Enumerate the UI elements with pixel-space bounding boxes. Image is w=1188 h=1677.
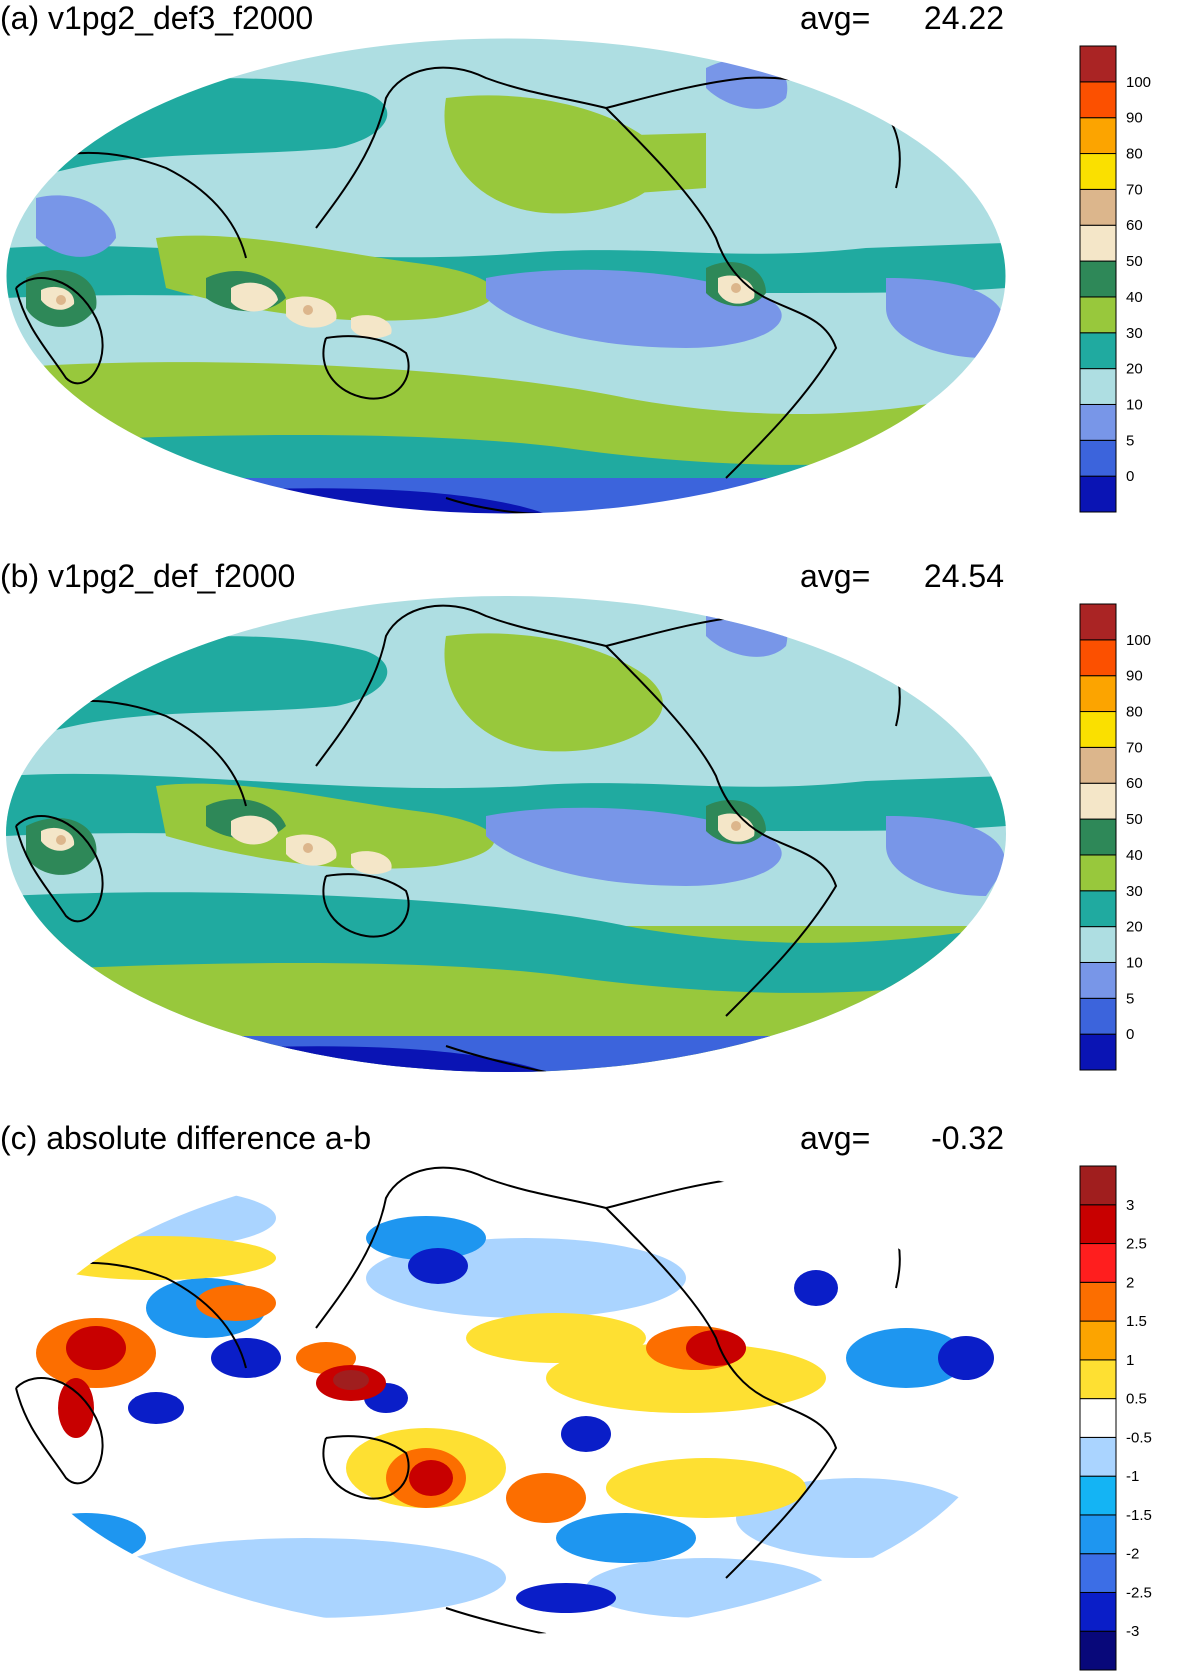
colorbar-label: 80 <box>1126 704 1143 721</box>
colorbar: 0 5 10 20 30 40 50 60 70 80 90 100 <box>1079 603 1180 1075</box>
colorbar-label: 2 <box>1126 1274 1134 1291</box>
colorbar-label: 50 <box>1126 253 1143 270</box>
colorbar-label: 5 <box>1126 432 1134 449</box>
colorbar-swatch <box>1079 1398 1117 1438</box>
colorbar-swatch <box>1079 188 1117 226</box>
colorbar-swatch <box>1079 926 1117 963</box>
avg-value: 24.54 <box>923 558 1004 594</box>
colorbar-label: 90 <box>1126 110 1143 127</box>
colorbar-label: -1 <box>1126 1468 1139 1485</box>
colorbar-swatch <box>1079 1165 1117 1206</box>
colorbar-swatch <box>1079 1475 1117 1516</box>
colorbar-label: 3 <box>1126 1197 1134 1214</box>
colorbar-label: 100 <box>1126 74 1151 91</box>
colorbar-label: -3 <box>1126 1623 1139 1640</box>
colorbar-swatch <box>1079 639 1117 677</box>
colorbar-swatch <box>1079 1243 1117 1283</box>
colorbar-label: 1 <box>1126 1352 1134 1369</box>
colorbar-swatch <box>1079 260 1117 298</box>
panel-b: (b) v1pg2_def_f2000 avg= 24.54 <box>0 558 1188 1078</box>
colorbar-label: 30 <box>1126 883 1143 900</box>
colorbar-label: 0.5 <box>1126 1391 1147 1408</box>
colorbar-swatch <box>1079 296 1117 334</box>
colorbar-svg: -3 -2.5 -2 -1.5 -1 -0.5 0.5 1 1.5 2 2.5 3 <box>1079 1165 1152 1671</box>
colorbar-svg: 0 5 10 20 30 40 50 60 70 80 90 100 <box>1079 45 1151 513</box>
colorbar-label: 1.5 <box>1126 1313 1147 1330</box>
colorbar-label: 40 <box>1126 847 1143 864</box>
colorbar-label: 70 <box>1126 181 1143 198</box>
colorbar-label: 0 <box>1126 1026 1134 1043</box>
colorbar-label: 80 <box>1126 146 1143 163</box>
panel-title: (b) v1pg2_def_f2000 <box>0 558 296 594</box>
colorbar-swatch <box>1079 45 1117 83</box>
colorbar-svg: 0 5 10 20 30 40 50 60 70 80 90 100 <box>1079 603 1151 1071</box>
colorbar-label: 100 <box>1126 632 1151 649</box>
colorbar-label: 30 <box>1126 325 1143 342</box>
colorbar-swatch <box>1079 224 1117 262</box>
avg-value: -0.32 <box>931 1120 1004 1156</box>
colorbar-label: -2 <box>1126 1546 1139 1563</box>
colorbar-swatch <box>1079 1320 1117 1361</box>
colorbar-label: -0.5 <box>1126 1429 1152 1446</box>
colorbar-swatch <box>1079 117 1117 155</box>
colorbar-swatch <box>1079 1359 1117 1400</box>
colorbar-label: 50 <box>1126 811 1143 828</box>
colorbar-label: 90 <box>1126 668 1143 685</box>
colorbar-swatch <box>1079 890 1117 928</box>
colorbar-label: 10 <box>1126 396 1143 413</box>
panel-a: (a) v1pg2_def3_f2000 avg= 24.22 <box>0 0 1188 520</box>
global-map <box>6 1158 1006 1634</box>
panel-c: (c) absolute difference a-b avg= -0.32 <box>0 1120 1188 1677</box>
colorbar-swatch <box>1079 1033 1117 1071</box>
avg-value: 24.22 <box>923 0 1004 36</box>
colorbar-swatch <box>1079 1514 1117 1555</box>
colorbar-swatch <box>1079 854 1117 892</box>
colorbar-swatch <box>1079 403 1117 441</box>
colorbar-swatch <box>1079 782 1117 820</box>
colorbar-swatch <box>1079 439 1117 477</box>
colorbar-swatch <box>1079 153 1117 190</box>
colorbar-label: 60 <box>1126 775 1143 792</box>
colorbar-label: 10 <box>1126 954 1143 971</box>
colorbar: -3 -2.5 -2 -1.5 -1 -0.5 0.5 1 1.5 2 2.5 3 <box>1079 1165 1180 1675</box>
colorbar-swatch <box>1079 1281 1117 1322</box>
colorbar-swatch <box>1079 81 1117 119</box>
avg-label: avg= <box>800 558 871 594</box>
global-map <box>6 38 1006 514</box>
colorbar-swatch <box>1079 1553 1117 1593</box>
colorbar-label: 60 <box>1126 217 1143 234</box>
panel-title: (c) absolute difference a-b <box>0 1120 372 1156</box>
global-map <box>6 596 1006 1072</box>
colorbar-swatch <box>1079 1630 1117 1671</box>
colorbar-swatch <box>1079 475 1117 513</box>
colorbar-label: 5 <box>1126 990 1134 1007</box>
colorbar: 0 5 10 20 30 40 50 60 70 80 90 100 <box>1079 45 1180 517</box>
colorbar-label: -2.5 <box>1126 1584 1152 1601</box>
colorbar-swatch <box>1079 818 1117 856</box>
colorbar-swatch <box>1079 711 1117 748</box>
colorbar-swatch <box>1079 997 1117 1035</box>
avg-label: avg= <box>800 1120 871 1156</box>
colorbar-label: 40 <box>1126 289 1143 306</box>
colorbar-swatch <box>1079 1436 1117 1477</box>
colorbar-label: 70 <box>1126 739 1143 756</box>
colorbar-label: 20 <box>1126 919 1143 936</box>
colorbar-swatch <box>1079 1204 1117 1245</box>
colorbar-swatch <box>1079 961 1117 999</box>
colorbar-swatch <box>1079 1591 1117 1632</box>
colorbar-swatch <box>1079 332 1117 370</box>
colorbar-label: -1.5 <box>1126 1507 1152 1524</box>
colorbar-label: 0 <box>1126 468 1134 485</box>
colorbar-swatch <box>1079 746 1117 784</box>
panel-title: (a) v1pg2_def3_f2000 <box>0 0 314 36</box>
avg-label: avg= <box>800 0 871 36</box>
colorbar-swatch <box>1079 603 1117 641</box>
colorbar-swatch <box>1079 368 1117 405</box>
colorbar-swatch <box>1079 675 1117 713</box>
colorbar-label: 20 <box>1126 361 1143 378</box>
colorbar-label: 2.5 <box>1126 1236 1147 1253</box>
